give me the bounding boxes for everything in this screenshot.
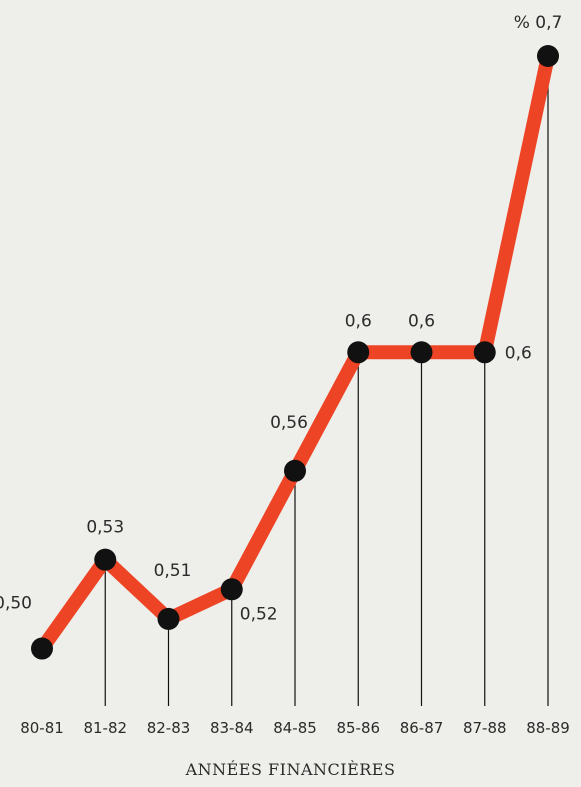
data-point-marker [31, 637, 53, 660]
marker-layer [31, 45, 559, 660]
drop-lines [104, 56, 549, 706]
x-tick-label: 82-83 [147, 719, 191, 737]
x-axis-title: ANNÉES FINANCIÈRES [185, 760, 396, 779]
x-tick-label: 85-86 [336, 719, 380, 737]
data-label: 0,53 [86, 518, 124, 538]
data-point-marker [157, 607, 180, 630]
x-tick-label: 88-89 [526, 719, 570, 737]
x-tick-label: 87-88 [463, 719, 507, 737]
x-tick-label: 86-87 [400, 719, 444, 737]
x-tick-labels: 80-81 81-82 82-83 83-84 84-85 85-86 86-87 87-88… [20, 719, 570, 737]
data-point-marker [537, 45, 559, 67]
data-point-marker [284, 459, 306, 482]
x-tick-label: 80-81 [20, 719, 64, 737]
data-point-marker [410, 341, 433, 364]
data-label: 0,56 [270, 413, 308, 433]
data-label: % 0,7 [514, 13, 563, 33]
x-tick-label: 84-85 [273, 719, 317, 737]
data-point-marker [347, 341, 370, 364]
data-labels: 0,50 0,53 0,51 0,52 0,56 0,6 0,6 0,6 % 0,7 [0, 13, 562, 624]
data-label: 0,6 [408, 311, 435, 331]
data-label: 0,6 [505, 343, 532, 363]
data-label: 0,6 [345, 311, 372, 331]
data-point-marker [94, 548, 117, 571]
x-tick-label: 81-82 [83, 719, 127, 737]
data-label: 0,50 [0, 594, 32, 614]
data-point-marker [220, 578, 243, 601]
x-tick-label: 83-84 [210, 719, 254, 737]
data-point-marker [473, 341, 496, 364]
data-label: 0,51 [154, 561, 192, 581]
data-label: 0,52 [240, 604, 278, 624]
